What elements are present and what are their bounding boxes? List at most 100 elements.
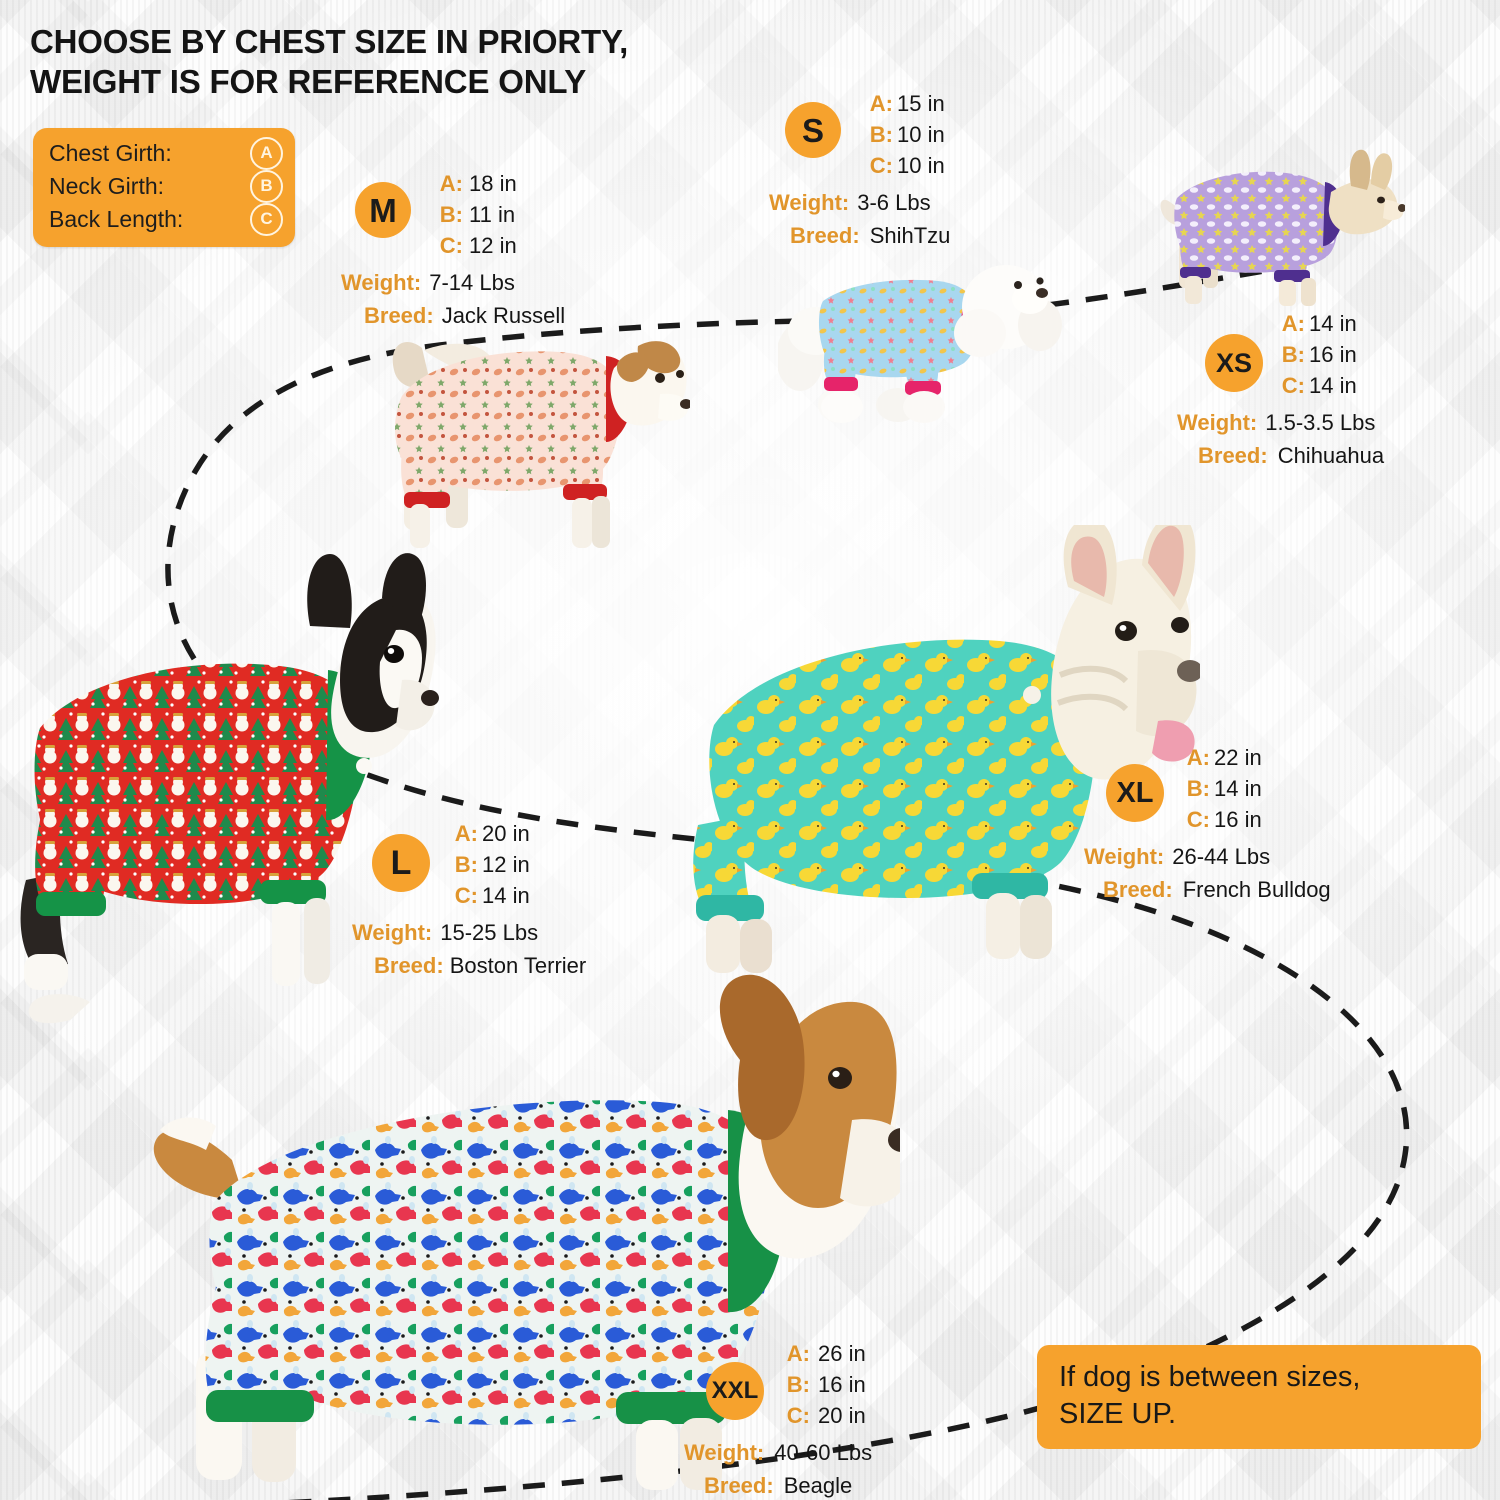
breed-row: Breed: ShihTzu [790,219,950,252]
measure-key-a: A: [1281,311,1305,336]
measure-value-a: 15 in [897,91,945,116]
measure-key-a: A: [439,171,463,196]
beagle-in-dinosaur-print-pajamas [153,974,916,1490]
legend-row-chest-girth: Chest Girth: A [49,137,283,170]
measure-value-b: 12 in [482,852,530,878]
page-title-line-2: WEIGHT IS FOR REFERENCE ONLY [30,63,587,101]
chihuahua-in-purple-star-print-pajamas [1160,149,1406,306]
legend-row-neck-girth: Neck Girth: B [49,170,283,203]
measure-row-a: A: 14 in [1279,308,1357,339]
measure-key-a: A: [786,1341,810,1366]
legend-label-chest-girth: Chest Girth: [49,140,172,167]
breed-row: Breed: Boston Terrier [374,949,586,982]
measure-row-c: C: 12 in [437,230,517,261]
breed-value: Jack Russell [441,303,566,328]
measure-row-b: B: 10 in [867,119,945,150]
breed-key: Breed: [374,953,444,978]
measure-value-a: 14 in [1309,311,1357,336]
breed-key: Breed: [704,1473,774,1498]
dog-photo-l [10,550,440,1030]
measure-value-a: 18 in [469,171,517,196]
measure-key-a: A: [454,821,478,846]
legend-label-neck-girth: Neck Girth: [49,173,165,200]
measure-value-c: 10 in [897,153,945,179]
weight-key: Weight: [1084,844,1165,869]
measurement-legend: Chest Girth: A Neck Girth: B Back Length… [33,128,295,247]
size-info-xs: XS A: 14 in B: 16 in C: 14 in Weight: 1.… [1177,308,1495,468]
legend-row-back-length: Back Length: C [49,203,283,236]
measure-row-a: A: 20 in [452,818,530,849]
dog-photo-s [776,245,1068,430]
weight-key: Weight: [769,190,850,215]
measure-key-c: C: [454,883,478,909]
size-up-note-line-2: SIZE UP. [1059,1398,1177,1431]
breed-row: Breed: French Bulldog [1103,873,1331,906]
size-up-note: If dog is between sizes, SIZE UP. [1037,1345,1481,1450]
weight-value: 7-14 Lbs [429,270,515,295]
weight-key: Weight: [352,920,433,945]
measure-key-b: B: [439,202,463,228]
weight-value: 3-6 Lbs [857,190,931,215]
measure-row-a: A: 18 in [437,168,517,199]
measure-key-b: B: [1186,776,1210,802]
measure-key-c: C: [439,233,463,259]
measure-key-c: C: [1186,807,1210,833]
measure-value-b: 10 in [897,122,945,148]
measure-row-b: B: 16 in [784,1369,866,1400]
measure-key-b: B: [869,122,893,148]
breed-row: Breed: Chihuahua [1198,439,1384,472]
size-info-m: M A: 18 in B: 11 in C: 12 in Weight: 7-1… [341,168,655,328]
legend-badge-c-icon: C [250,203,283,236]
boston-terrier-in-red-snowman-print-pajamas [20,553,439,1024]
weight-key: Weight: [1177,410,1258,435]
page-title: CHOOSE BY CHEST SIZE IN PRIORTY, WEIGHT … [30,22,830,103]
size-up-note-line-1: If dog is between sizes, [1059,1361,1361,1393]
breed-key: Breed: [1103,877,1173,902]
legend-label-back-length: Back Length: [49,206,184,233]
weight-value: 40-60 Lbs [774,1440,873,1465]
measure-row-b: B: 11 in [437,199,517,230]
dog-photo-xl [670,514,1203,990]
measure-row-c: C: 10 in [867,150,945,181]
measure-value-a: 20 in [482,821,530,846]
legend-badge-a-icon: A [250,137,283,170]
measure-value-c: 14 in [482,883,530,909]
legend-badge-b-icon: B [250,170,283,203]
weight-row: Weight: 1.5-3.5 Lbs [1177,406,1375,439]
french-bulldog-in-teal-duck-print-pajamas [693,514,1203,973]
size-badge-s: S [785,102,841,158]
measure-key-c: C: [869,153,893,179]
measure-row-b: B: 16 in [1279,339,1357,370]
measure-value-a: 26 in [818,1341,866,1366]
measure-value-b: 16 in [1309,342,1357,368]
breed-value: Beagle [783,1473,853,1498]
measure-value-c: 20 in [818,1403,866,1429]
size-badge-l: L [372,834,430,892]
measure-key-b: B: [1281,342,1305,368]
measure-key-a: A: [1186,745,1210,770]
dog-photo-xs [1155,100,1406,315]
size-info-l: L A: 20 in B: 12 in C: 14 in Weight: 15-… [352,818,668,978]
measure-value-c: 12 in [469,233,517,259]
breed-value: ShihTzu [869,223,951,248]
dog-photo-xxl [140,950,916,1500]
breed-key: Breed: [790,223,860,248]
weight-row: Weight: 3-6 Lbs [769,186,931,219]
breed-value: French Bulldog [1182,877,1331,902]
weight-value: 26-44 Lbs [1172,844,1271,869]
measure-row-b: B: 12 in [452,849,530,880]
measure-value-b: 11 in [469,202,516,228]
page-title-line-1: CHOOSE BY CHEST SIZE IN PRIORTY, [30,23,629,60]
breed-key: Breed: [364,303,434,328]
size-info-xxl: XXL A: 26 in B: 16 in C: 20 in Weight: 4… [684,1338,1000,1498]
breed-value: Boston Terrier [449,953,587,978]
size-badge-xs: XS [1205,334,1263,392]
breed-key: Breed: [1198,443,1268,468]
measure-row-a: A: 26 in [784,1338,866,1369]
measure-row-c: C: 14 in [452,880,530,911]
measure-key-c: C: [1281,373,1305,399]
breed-row: Breed: Jack Russell [364,299,565,332]
size-badge-m: M [355,182,411,238]
